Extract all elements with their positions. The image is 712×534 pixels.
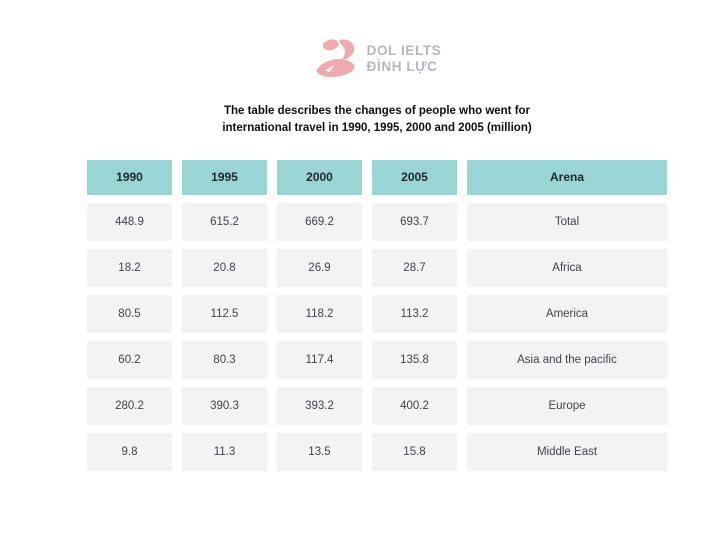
column-header-2005: 2005 <box>372 159 457 195</box>
travel-data-table: 1990 1995 2000 2005 Arena 448.9 615.2 66… <box>87 159 667 471</box>
table-cell: 390.3 <box>182 386 267 425</box>
table-cell: 113.2 <box>372 294 457 333</box>
brand-logo: DOL IELTS ĐÌNH LỰC <box>87 36 667 82</box>
chart-title-line1: The table describes the changes of peopl… <box>223 105 531 117</box>
row-label-total: Total <box>467 202 667 241</box>
table-cell: 280.2 <box>87 386 172 425</box>
row-label-america: America <box>467 294 667 333</box>
table-row-europe: 280.2 390.3 393.2 400.2 Europe <box>87 386 667 425</box>
brand-name: DOL IELTS ĐÌNH LỰC <box>367 43 442 75</box>
table-row-middle-east: 9.8 11.3 13.5 15.8 Middle East <box>87 432 667 471</box>
table-cell: 400.2 <box>372 386 457 425</box>
column-header-1990: 1990 <box>87 159 172 195</box>
column-header-2000: 2000 <box>277 159 362 195</box>
row-label-middle-east: Middle East <box>467 432 667 471</box>
table-row-africa: 18.2 20.8 26.9 28.7 Africa <box>87 248 667 287</box>
table-cell: 615.2 <box>182 202 267 241</box>
table-cell: 9.8 <box>87 432 172 471</box>
table-cell: 80.5 <box>87 294 172 333</box>
table-cell: 20.8 <box>182 248 267 287</box>
column-header-arena: Arena <box>467 159 667 195</box>
row-label-africa: Africa <box>467 248 667 287</box>
chart-title-line2: international travel in 1990, 1995, 2000… <box>222 122 532 135</box>
table-cell: 11.3 <box>182 432 267 471</box>
table-cell: 135.8 <box>372 340 457 379</box>
table-cell: 18.2 <box>87 248 172 287</box>
table-cell: 80.3 <box>182 340 267 379</box>
brand-name-line1: DOL IELTS <box>366 42 442 58</box>
row-label-europe: Europe <box>467 386 667 425</box>
table-cell: 118.2 <box>277 294 362 333</box>
chart-title: The table describes the changes of peopl… <box>87 103 667 138</box>
table-cell: 60.2 <box>87 340 172 379</box>
dol-bird-logo-icon <box>313 37 358 82</box>
row-label-asia-pacific: Asia and the pacific <box>467 340 667 379</box>
table-cell: 28.7 <box>372 248 457 287</box>
table-cell: 693.7 <box>372 202 457 241</box>
brand-name-line2: ĐÌNH LỰC <box>366 59 438 74</box>
table-row-america: 80.5 112.5 118.2 113.2 America <box>87 294 667 333</box>
table-row-asia-pacific: 60.2 80.3 117.4 135.8 Asia and the pacif… <box>87 340 667 379</box>
table-cell: 117.4 <box>277 340 362 379</box>
table-cell: 448.9 <box>87 202 172 241</box>
table-cell: 13.5 <box>277 432 362 471</box>
table-cell: 393.2 <box>277 386 362 425</box>
table-cell: 15.8 <box>372 432 457 471</box>
page-content: DOL IELTS ĐÌNH LỰC The table describes t… <box>87 36 667 471</box>
column-header-1995: 1995 <box>182 159 267 195</box>
table-cell: 112.5 <box>182 294 267 333</box>
table-row-total: 448.9 615.2 669.2 693.7 Total <box>87 202 667 241</box>
table-cell: 26.9 <box>277 248 362 287</box>
table-header-row: 1990 1995 2000 2005 Arena <box>87 159 667 195</box>
table-cell: 669.2 <box>277 202 362 241</box>
